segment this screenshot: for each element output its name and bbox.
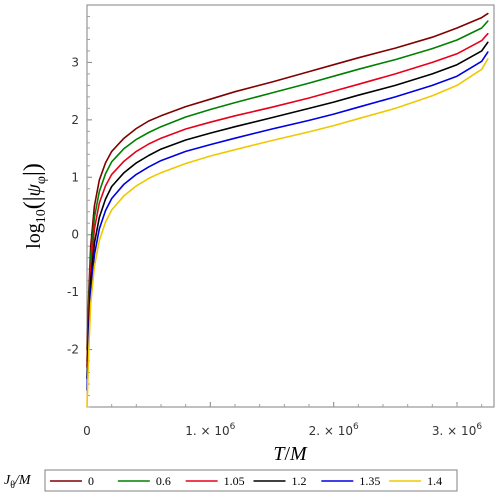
legend-title-subscript: θ bbox=[10, 480, 15, 491]
x-axis-title: T/M bbox=[273, 443, 308, 465]
tick-labels: -2 -1 0 1 2 3 0 1. × 106 2. × 106 3. × 106 bbox=[67, 55, 482, 438]
legend-label-4: 1.35 bbox=[359, 474, 380, 488]
legend-items: 0 0.6 1.05 1.2 1.35 1.4 bbox=[50, 474, 442, 488]
legend-title-tail: /M bbox=[14, 473, 32, 488]
y-tick-label-4: 2 bbox=[71, 113, 79, 127]
y-axis-open-bracket: (| bbox=[20, 196, 46, 209]
series-line-3 bbox=[86, 41, 489, 380]
x-tick-exponent-3: 6 bbox=[476, 422, 482, 432]
y-tick-label-5: 3 bbox=[71, 55, 79, 69]
legend-label-0: 0 bbox=[88, 474, 94, 488]
series-line-2 bbox=[86, 32, 489, 368]
legend: Jθ/M 0 0.6 1.05 1.2 1.35 1.4 bbox=[4, 469, 458, 492]
x-tick-label-2: 2. × 106 bbox=[309, 422, 359, 438]
x-axis-base: T bbox=[273, 443, 286, 465]
y-axis-func: log bbox=[23, 223, 45, 249]
y-axis-func-subscript: 10 bbox=[34, 209, 49, 223]
y-axis-arg-subscript: φ bbox=[34, 176, 49, 184]
legend-title: Jθ/M bbox=[4, 473, 32, 491]
series-line-0 bbox=[86, 12, 489, 351]
x-tick-exponent-1: 6 bbox=[230, 422, 236, 432]
x-axis-slash: / bbox=[284, 443, 290, 465]
y-axis-close-bracket: |) bbox=[20, 163, 46, 176]
plot-frame bbox=[86, 4, 495, 408]
y-tick-label-2: 0 bbox=[71, 228, 79, 242]
x-tick-label-0: 0 bbox=[83, 424, 91, 438]
data-series bbox=[86, 12, 489, 408]
x-tick-label-3: 3. × 106 bbox=[432, 422, 482, 438]
y-tick-label-1: -1 bbox=[67, 285, 79, 299]
y-tick-label-0: -2 bbox=[67, 343, 79, 357]
legend-label-1: 0.6 bbox=[156, 474, 171, 488]
legend-title-base: J bbox=[4, 473, 11, 488]
legend-label-5: 1.4 bbox=[427, 474, 442, 488]
y-axis-title: log10(|ψφ|) bbox=[20, 163, 49, 249]
x-tick-exponent-2: 6 bbox=[353, 422, 359, 432]
legend-box bbox=[44, 469, 458, 492]
x-axis-unit: M bbox=[289, 443, 308, 465]
y-tick-label-3: 1 bbox=[71, 170, 79, 184]
series-line-4 bbox=[86, 51, 489, 391]
legend-label-2: 1.05 bbox=[224, 474, 245, 488]
legend-label-3: 1.2 bbox=[292, 474, 307, 488]
x-tick-label-1: 1. × 106 bbox=[185, 422, 235, 438]
y-axis-arg: ψ bbox=[23, 183, 45, 196]
axis-ticks bbox=[86, 15, 483, 408]
series-line-5 bbox=[86, 58, 489, 408]
series-line-1 bbox=[86, 20, 489, 362]
